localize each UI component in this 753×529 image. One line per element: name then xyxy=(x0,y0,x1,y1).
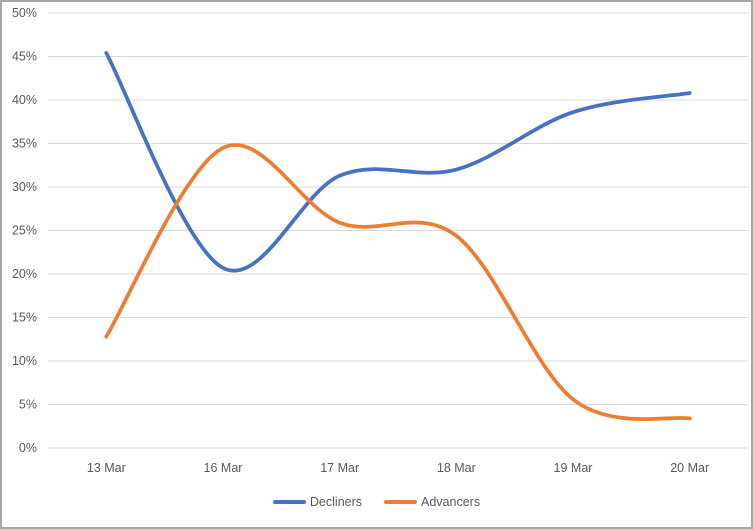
series-line-decliners[interactable] xyxy=(104,51,692,273)
y-axis-tick-label: 15% xyxy=(12,311,37,325)
x-axis-tick-label: 19 Mar xyxy=(554,461,593,475)
y-axis-tick-label: 25% xyxy=(12,224,37,238)
y-axis-tick-label: 20% xyxy=(12,267,37,281)
legend-item-advancers[interactable]: Advancers xyxy=(384,495,480,509)
legend-swatch-icon xyxy=(272,500,306,504)
x-axis-tick-label: 16 Mar xyxy=(204,461,243,475)
legend-swatch-icon xyxy=(384,500,418,504)
y-axis-tick-label: 45% xyxy=(12,50,37,64)
legend-item-decliners[interactable]: Decliners xyxy=(272,495,363,509)
y-axis-tick-label: 10% xyxy=(12,354,37,368)
x-axis-tick-label: 17 Mar xyxy=(320,461,359,475)
x-axis-tick-label: 13 Mar xyxy=(87,461,126,475)
y-axis-tick-label: 35% xyxy=(12,137,37,151)
legend-label: Advancers xyxy=(421,495,481,509)
y-axis-tick-label: 50% xyxy=(12,6,37,20)
y-axis-tick-label: 40% xyxy=(12,93,37,107)
x-axis-tick-label: 18 Mar xyxy=(437,461,476,475)
legend-label: Decliners xyxy=(309,495,363,509)
y-axis-tick-label: 0% xyxy=(19,441,37,455)
y-axis-tick-label: 5% xyxy=(19,398,37,412)
y-axis-tick-label: 30% xyxy=(12,180,37,194)
x-axis-tick-label: 20 Mar xyxy=(670,461,709,475)
series-line-advancers[interactable] xyxy=(104,143,692,421)
chart-legend: Decliners Advancers xyxy=(0,495,753,509)
